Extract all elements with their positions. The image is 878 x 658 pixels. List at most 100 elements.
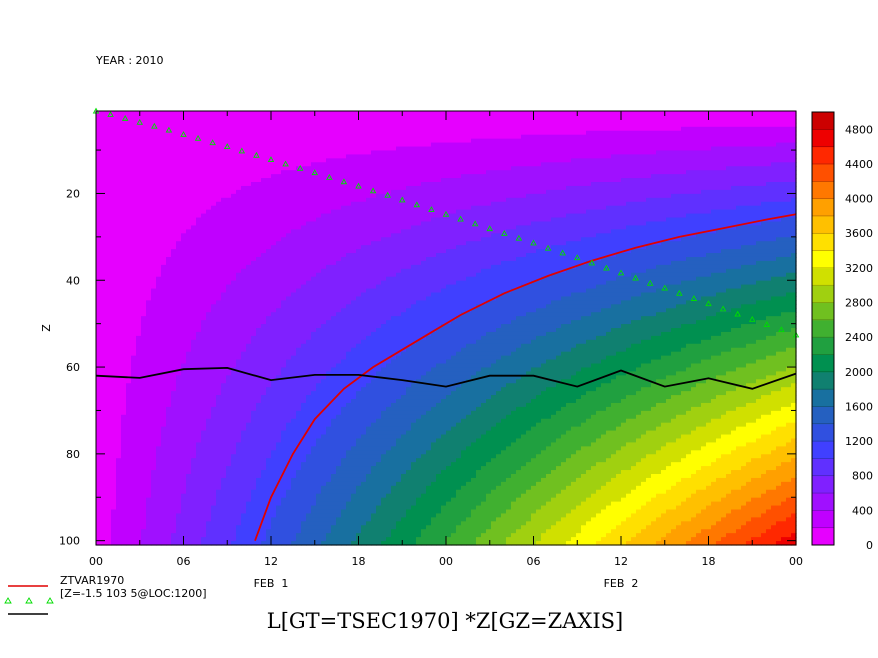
heatmap-cell <box>176 178 182 183</box>
heatmap-cell <box>286 371 292 376</box>
heatmap-cell <box>291 245 297 250</box>
heatmap-cell <box>111 395 117 400</box>
heatmap-cell <box>186 541 192 546</box>
heatmap-cell <box>306 470 312 475</box>
heatmap-cell <box>231 209 237 215</box>
heatmap-cell <box>176 434 182 440</box>
heatmap-cell <box>111 130 117 136</box>
heatmap-cell <box>286 426 292 432</box>
heatmap-cell <box>211 111 217 116</box>
heatmap-cell <box>111 331 117 337</box>
heatmap-cell <box>101 454 107 459</box>
heatmap-cell <box>171 245 177 250</box>
heatmap-cell <box>251 138 257 144</box>
heatmap-cell <box>286 272 292 278</box>
heatmap-cell <box>186 300 192 305</box>
heatmap-cell <box>101 288 107 294</box>
heatmap-cell <box>101 363 107 369</box>
heatmap-cell <box>261 229 267 234</box>
heatmap-cell <box>221 170 227 175</box>
heatmap-cell <box>206 458 212 463</box>
heatmap-cell <box>261 402 267 408</box>
heatmap-cell <box>186 221 192 227</box>
heatmap-cell <box>201 118 207 124</box>
heatmap-cell <box>151 130 157 136</box>
heatmap-cell <box>316 399 322 404</box>
heatmap-cell <box>221 300 227 305</box>
heatmap-cell <box>196 335 202 341</box>
heatmap-cell <box>236 182 242 187</box>
heatmap-cell <box>96 505 102 511</box>
heatmap-cell <box>96 430 102 436</box>
heatmap-cell <box>271 253 277 258</box>
heatmap-cell <box>296 521 302 526</box>
heatmap-cell <box>161 201 167 207</box>
heatmap-cell <box>206 253 212 258</box>
heatmap-cell <box>286 304 292 309</box>
heatmap-cell <box>201 383 207 388</box>
heatmap-cell <box>111 517 117 522</box>
heatmap-cell <box>151 446 157 451</box>
heatmap-cell <box>126 501 132 507</box>
heatmap-cell <box>121 399 127 404</box>
heatmap-cell <box>161 308 167 313</box>
heatmap-cell <box>246 264 252 270</box>
heatmap-cell <box>151 158 157 163</box>
heatmap-cell <box>111 272 117 278</box>
heatmap-cell <box>246 351 252 357</box>
heatmap-cell <box>146 355 152 361</box>
heatmap-cell <box>256 201 262 207</box>
heatmap-cell <box>136 450 142 455</box>
heatmap-cell <box>226 280 232 286</box>
heatmap-cell <box>196 197 202 203</box>
heatmap-cell <box>221 217 227 223</box>
heatmap-cell <box>311 233 317 238</box>
heatmap-cell <box>116 300 122 305</box>
heatmap-cell <box>231 481 237 487</box>
heatmap-cell <box>136 217 142 223</box>
heatmap-cell <box>266 379 272 384</box>
heatmap-cell <box>201 158 207 163</box>
heatmap-cell <box>216 533 222 538</box>
heatmap-cell <box>316 111 322 116</box>
heatmap-cell <box>261 189 267 195</box>
heatmap-cell <box>171 473 177 479</box>
heatmap-cell <box>116 481 122 487</box>
heatmap-cell <box>141 466 147 471</box>
heatmap-cell <box>246 312 252 317</box>
heatmap-cell <box>146 434 152 440</box>
heatmap-cell <box>201 229 207 234</box>
heatmap-cell <box>216 324 222 329</box>
heatmap-cell <box>291 229 297 234</box>
heatmap-cell <box>146 371 152 376</box>
heatmap-cell <box>306 249 312 254</box>
heatmap-cell <box>246 316 252 321</box>
heatmap-cell <box>266 375 272 380</box>
heatmap-cell <box>181 221 187 227</box>
heatmap-cell <box>171 395 177 400</box>
heatmap-cell <box>201 249 207 254</box>
heatmap-cell <box>231 379 237 384</box>
heatmap-cell <box>231 296 237 301</box>
heatmap-cell <box>121 355 127 361</box>
heatmap-cell <box>311 217 317 223</box>
heatmap-cell <box>301 375 307 380</box>
heatmap-cell <box>211 189 217 195</box>
heatmap-cell <box>156 473 162 479</box>
heatmap-cell <box>141 217 147 223</box>
heatmap-cell <box>181 446 187 451</box>
heatmap-cell <box>236 489 242 495</box>
heatmap-cell <box>236 466 242 471</box>
heatmap-cell <box>111 142 117 148</box>
heatmap-cell <box>141 442 147 447</box>
heatmap-cell <box>191 253 197 258</box>
heatmap-cell <box>136 395 142 400</box>
heatmap-cell <box>251 260 257 266</box>
heatmap-cell <box>296 205 302 211</box>
heatmap-cell <box>201 422 207 428</box>
heatmap-cell <box>281 410 287 416</box>
heatmap-cell <box>286 189 292 195</box>
heatmap-cell <box>141 355 147 361</box>
heatmap-cell <box>111 359 117 365</box>
heatmap-cell <box>246 300 252 305</box>
